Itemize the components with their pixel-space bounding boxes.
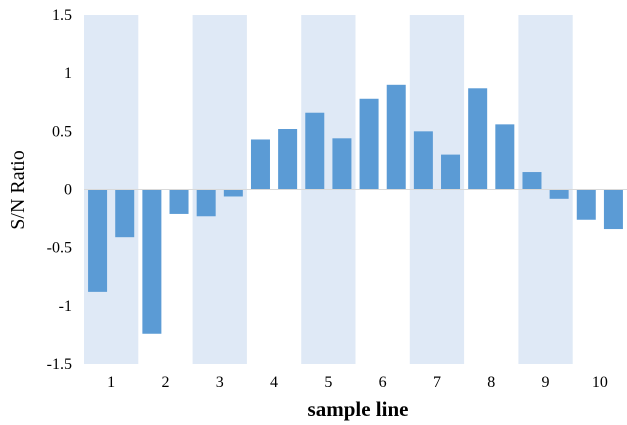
x-tick-label: 4 [270,374,278,391]
x-tick-label: 8 [487,374,495,391]
y-tick-label: -1 [59,298,72,315]
bar-10-2 [603,189,623,230]
bar-2-1 [142,189,162,334]
bar-3-2 [223,189,243,197]
bar-8-1 [468,88,488,190]
bar-9-1 [522,172,542,190]
bar-1-2 [115,189,135,238]
y-axis-label: S/N Ratio [7,150,29,229]
bar-series [88,84,623,334]
y-tick-label: 1.5 [52,7,72,24]
bar-8-2 [495,124,515,190]
x-tick-label: 3 [216,374,224,391]
bar-3-1 [196,189,216,217]
x-tick-label: 5 [324,374,332,391]
bar-5-1 [305,112,325,190]
bar-5-2 [332,138,352,190]
y-tick-label: 0 [64,182,72,199]
bar-6-2 [386,84,406,190]
x-tick-labels: 1 2 3 4 5 6 7 8 9 10 [107,374,608,391]
x-tick-label: 2 [161,374,169,391]
y-tick-label: 0.5 [52,123,72,140]
bar-1-1 [88,189,108,292]
x-tick-label: 6 [379,374,387,391]
y-tick-label: 1 [64,65,72,82]
x-tick-label: 10 [592,374,608,391]
x-tick-label: 7 [433,374,441,391]
bar-4-2 [278,129,298,190]
y-tick-label: -1.5 [47,356,72,373]
x-axis-label: sample line [308,397,409,421]
bar-2-2 [169,189,189,214]
bar-7-1 [413,131,433,190]
bar-4-1 [250,139,270,190]
bar-9-2 [549,189,569,199]
bar-10-1 [576,189,596,220]
bar-6-1 [359,98,379,190]
y-tick-label: -0.5 [47,240,72,257]
x-tick-label: 1 [107,374,115,391]
bar-7-2 [441,154,461,190]
y-tick-labels: 1.5 1 0.5 0 -0.5 -1 -1.5 [47,7,72,373]
x-tick-label: 9 [542,374,550,391]
